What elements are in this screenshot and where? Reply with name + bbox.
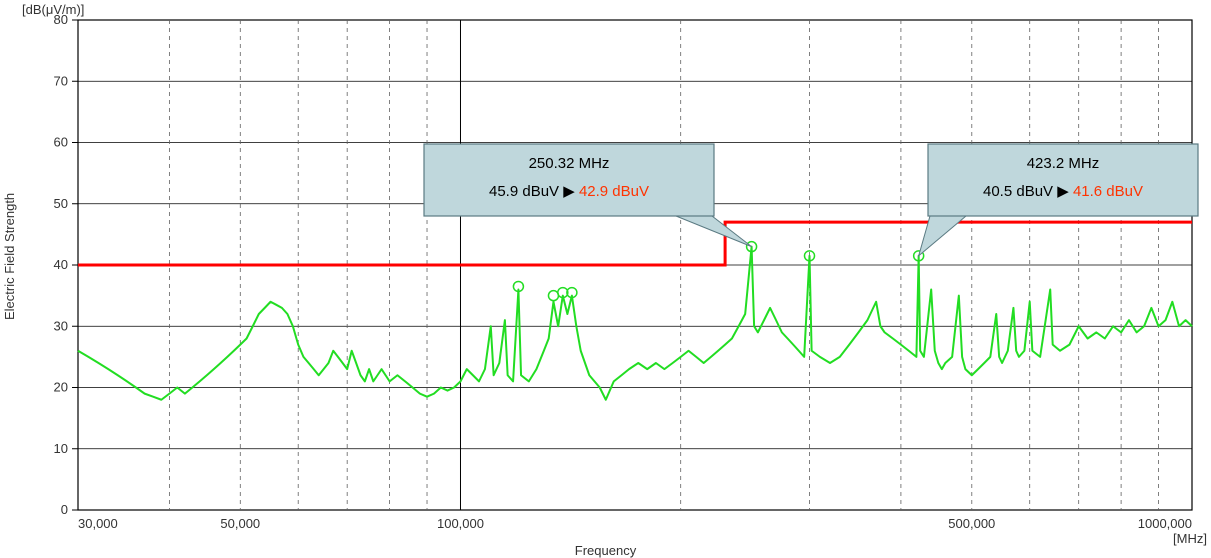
y-tick-label: 50 — [54, 196, 68, 211]
y-tick-label: 60 — [54, 135, 68, 150]
x-tick-label: 100,000 — [437, 516, 484, 531]
callout-values: 40.5 dBuV ▶ 41.6 dBuV — [983, 183, 1143, 200]
x-tick-label: 1000,000 — [1138, 516, 1192, 531]
peak-marker — [548, 291, 558, 301]
spectrum-trace — [78, 247, 1192, 400]
limit-line — [78, 222, 1192, 265]
callout-freq: 423.2 MHz — [1027, 155, 1100, 172]
chart-svg: 0 10 20 30 40 50 60 70 80 30,000 100,000 1000,000 50… — [0, 0, 1211, 558]
y-tick-label: 0 — [61, 502, 68, 517]
y-tick-label: 20 — [54, 380, 68, 395]
y-tick-label: 40 — [54, 257, 68, 272]
x-tick-label: 500,000 — [948, 516, 995, 531]
callout-values: 45.9 dBuV ▶ 42.9 dBuV — [489, 183, 649, 200]
y-tick-label: 70 — [54, 73, 68, 88]
y-tick-label: 30 — [54, 318, 68, 333]
emc-spectrum-chart: { "chart":{ "type":"line-spectrum-logx",… — [0, 0, 1211, 558]
callout: 423.2 MHz 40.5 dBuV ▶ 41.6 dBuV — [919, 144, 1198, 256]
y-tick-label: 10 — [54, 441, 68, 456]
x-tick-label: 50,000 — [220, 516, 260, 531]
x-tick-label: 30,000 — [78, 516, 118, 531]
callout-freq: 250.32 MHz — [529, 155, 610, 172]
y-tick-label: 80 — [54, 12, 68, 27]
callout: 250.32 MHz 45.9 dBuV ▶ 42.9 dBuV — [424, 144, 752, 247]
